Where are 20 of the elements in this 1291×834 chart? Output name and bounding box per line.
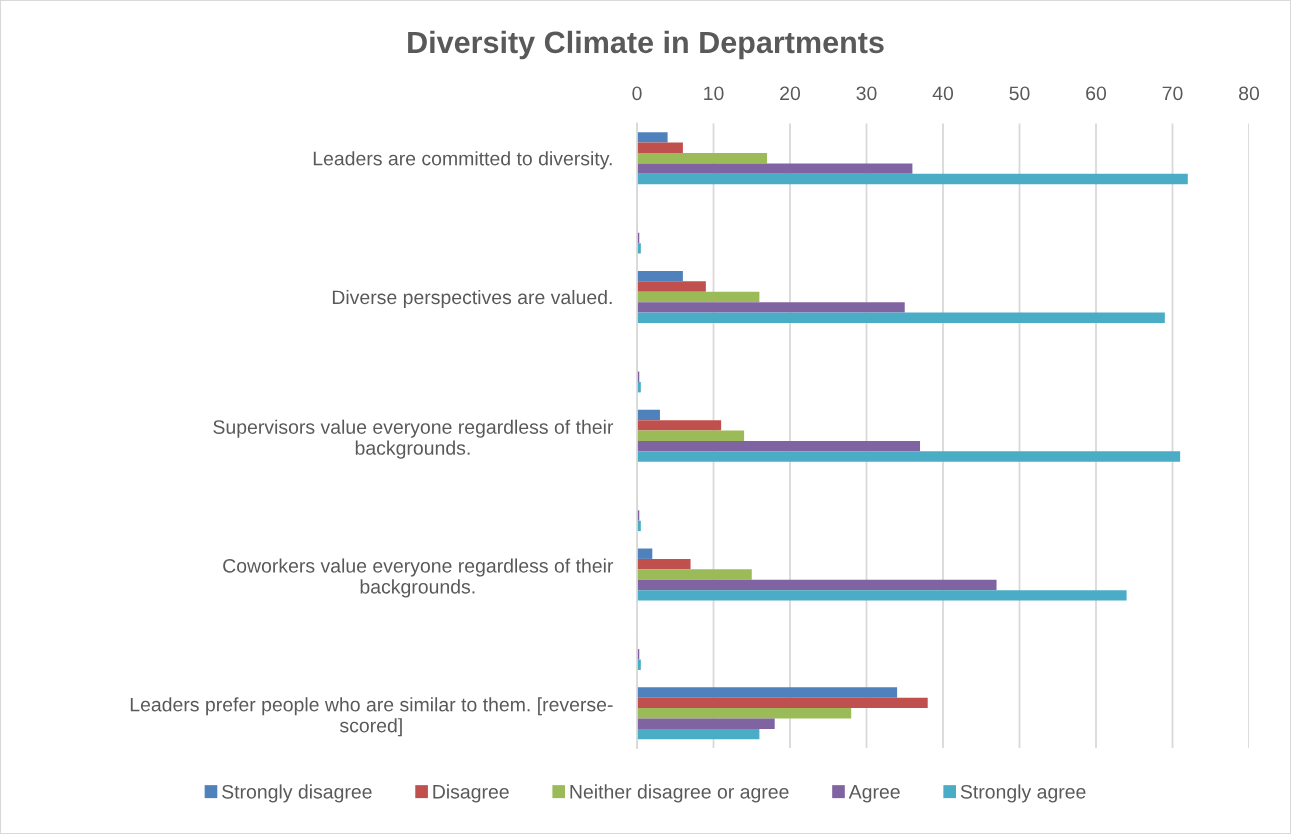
x-tick-label: 10 [704, 86, 724, 101]
y-tick-label: Supervisors value everyone regardless of their backgrounds. [213, 419, 614, 459]
legend-label: Agree [848, 785, 900, 803]
x-tick-label: 40 [932, 86, 954, 101]
x-tick-label: 60 [1086, 86, 1107, 101]
x-tick-label: 50 [1009, 86, 1030, 101]
chart-title: Diversity Climate in Departments [408, 30, 884, 60]
x-tick-label: 30 [856, 86, 877, 101]
x-tick-label: 70 [1162, 86, 1183, 101]
legend-label: Strongly agree [960, 784, 1086, 803]
y-tick-label: Diverse perspectives are valued. [332, 289, 612, 309]
x-tick-label: 0 [632, 86, 642, 101]
legend-label: Strongly disagree [222, 784, 372, 803]
y-tick-label: Coworkers value everyone regardless of their backgrounds. [223, 558, 614, 598]
x-tick-label: 20 [780, 86, 801, 101]
y-tick-label: Leaders prefer people who are similar to them. [reverse- scored] [130, 697, 613, 737]
y-tick-label: Leaders are committed to diversity. [313, 151, 612, 170]
x-tick-label: 80 [1239, 86, 1260, 101]
legend-label: Neither disagree or agree [570, 784, 789, 803]
legend-label: Disagree [433, 784, 509, 803]
